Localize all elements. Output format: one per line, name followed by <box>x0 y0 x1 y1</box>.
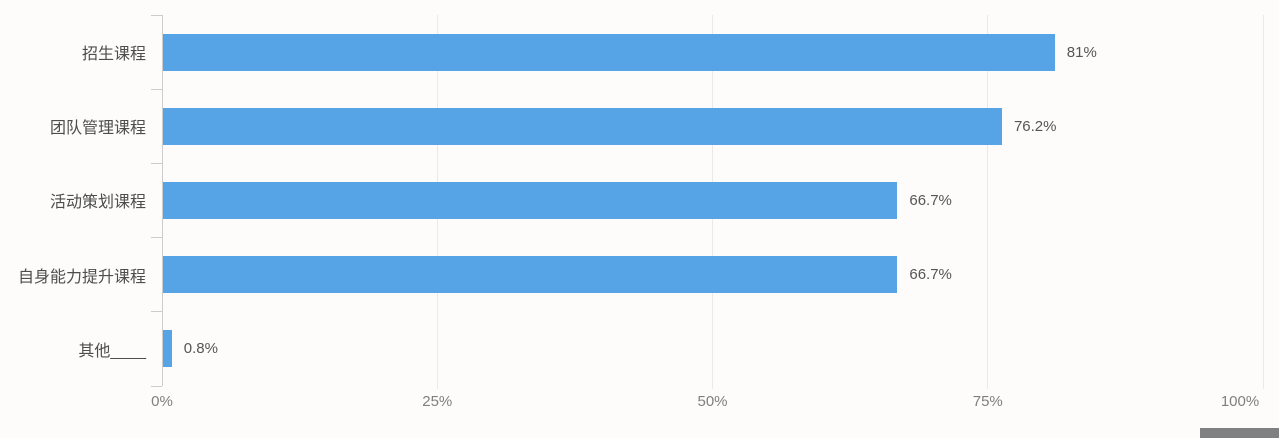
bar <box>163 330 172 368</box>
bar-row: 0.8% <box>163 312 1264 386</box>
category-label: 自身能力提升课程 <box>17 268 146 286</box>
category-label: 招生课程 <box>81 46 146 64</box>
y-axis-tick <box>151 88 162 90</box>
grid-line <box>987 15 989 389</box>
y-axis-category-labels: 招生课程团队管理课程 活动策划课程自身能力提升课程其他____ <box>0 15 146 386</box>
x-axis-tick-label: 25% <box>422 393 453 410</box>
category-label: 团队管理课程 <box>49 120 146 138</box>
bar-row: 76.2% <box>163 89 1264 163</box>
x-axis-tick-labels: 0% 25% 50% 75% 100% <box>0 393 1279 415</box>
bar <box>163 256 898 294</box>
scrollbar-thumb[interactable] <box>1200 428 1279 438</box>
bar-row: 81% <box>163 15 1264 89</box>
y-axis-tick <box>151 237 162 239</box>
bar-row: 66.7% <box>163 163 1264 237</box>
category-label: 其他____ <box>78 342 146 360</box>
bar <box>163 181 898 219</box>
bar-value-label: 76.2% <box>1013 117 1057 135</box>
y-axis-tick <box>151 14 162 16</box>
bar <box>163 107 1002 145</box>
category-label: 活动策划课程 <box>49 194 146 212</box>
x-axis-tick-label: 50% <box>697 393 728 410</box>
bar-value-label: 81% <box>1066 43 1097 61</box>
grid-line <box>1262 15 1264 389</box>
bar-row: 66.7% <box>163 238 1264 312</box>
plot-area: 81% 76.2% 66.7% 66.7% 0.8% <box>151 14 1264 387</box>
x-axis-tick-label: 0% <box>151 393 173 410</box>
y-axis-tick <box>151 385 162 387</box>
bar-value-label: 0.8% <box>183 340 218 358</box>
bar-value-label: 66.7% <box>909 266 952 284</box>
bar <box>163 33 1055 71</box>
y-axis-tick <box>151 311 162 313</box>
y-axis-tick <box>151 162 162 164</box>
x-axis-tick-label: 100% <box>1220 393 1260 410</box>
x-axis-tick-label: 75% <box>972 393 1003 410</box>
bar-value-label: 66.7% <box>909 191 952 209</box>
